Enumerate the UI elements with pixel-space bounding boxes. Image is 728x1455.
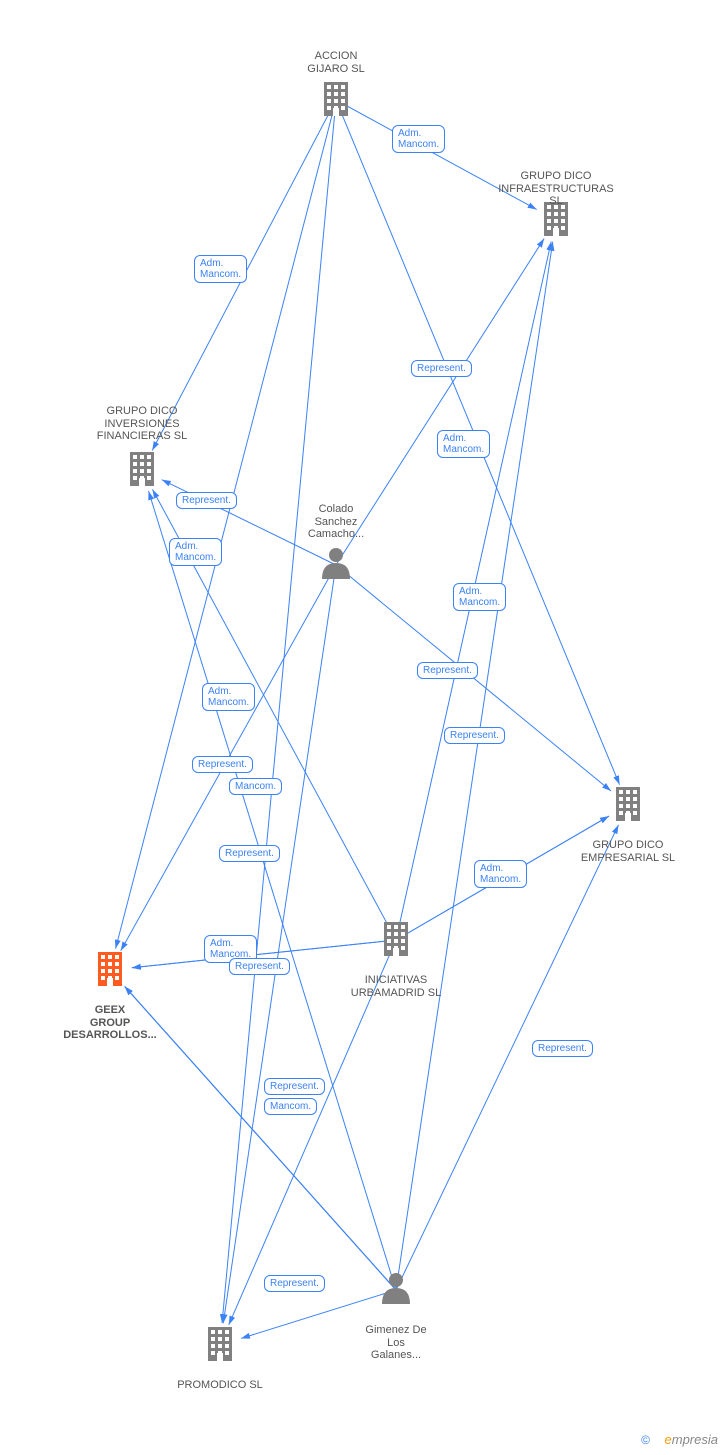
building-icon[interactable]: [544, 202, 568, 236]
edge-accion-geex: [116, 100, 336, 949]
edge-colado-gdinfra: [336, 239, 544, 565]
edge-accion-promodico: [222, 100, 336, 1323]
edge-colado-geex: [121, 565, 336, 951]
building-icon[interactable]: [616, 787, 640, 821]
edge-urbamadrid-promodico: [229, 940, 396, 1325]
building-icon[interactable]: [130, 452, 154, 486]
edge-urbamadrid-geex: [132, 940, 396, 968]
network-svg: [0, 0, 728, 1455]
edge-gimenez-gdinv: [149, 491, 396, 1290]
building-icon[interactable]: [98, 952, 122, 986]
building-icon[interactable]: [208, 1327, 232, 1361]
edge-urbamadrid-gdinfra: [396, 241, 551, 940]
brand-watermark: empresia: [665, 1432, 718, 1447]
edge-colado-gdinv: [162, 480, 336, 565]
edge-gimenez-gdinfra: [396, 242, 553, 1290]
building-icon[interactable]: [324, 82, 348, 116]
edge-accion-gdinfra: [336, 100, 537, 209]
building-icon[interactable]: [384, 922, 408, 956]
edge-gimenez-geex: [125, 986, 396, 1290]
copyright-symbol: ©: [641, 1433, 650, 1447]
edge-urbamadrid-gdinv: [152, 489, 396, 940]
edge-colado-promodico: [223, 565, 336, 1323]
edge-gimenez-promodico: [241, 1290, 396, 1338]
edge-colado-gdemp: [336, 565, 611, 791]
edge-urbamadrid-gdemp: [396, 816, 609, 940]
person-icon[interactable]: [322, 548, 350, 579]
person-icon[interactable]: [382, 1273, 410, 1304]
edge-gimenez-gdemp: [396, 825, 619, 1290]
